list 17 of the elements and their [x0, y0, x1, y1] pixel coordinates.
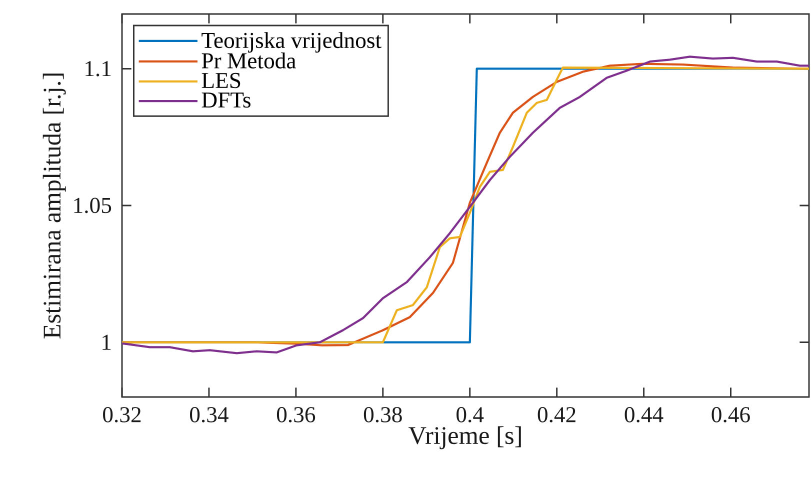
y-axis-title: Estimirana amplituda [r.j.] — [42, 74, 66, 338]
x-tick-label: 0.32 — [103, 407, 141, 422]
x-axis-title: Vrijeme [s] — [408, 426, 521, 450]
y-tick-label: 1.05 — [74, 198, 112, 214]
x-tick-label: 0.34 — [190, 407, 228, 422]
legend-label: DFTs — [202, 92, 250, 108]
x-tick-label: 0.44 — [624, 407, 664, 422]
x-tick-label: 0.46 — [712, 407, 750, 422]
y-tick-label: 1 — [102, 334, 111, 350]
x-tick-label: 0.36 — [276, 407, 316, 422]
x-tick-label: 0.4 — [456, 407, 484, 422]
x-tick-label: 0.42 — [538, 407, 576, 422]
y-tick-label: 1.1 — [86, 61, 111, 76]
x-tick-label: 0.38 — [364, 407, 402, 422]
legend-label: Pr Metoda — [202, 52, 296, 68]
legend-label: LES — [202, 72, 240, 88]
legend-label: Teorijska vrijednost — [202, 32, 382, 53]
